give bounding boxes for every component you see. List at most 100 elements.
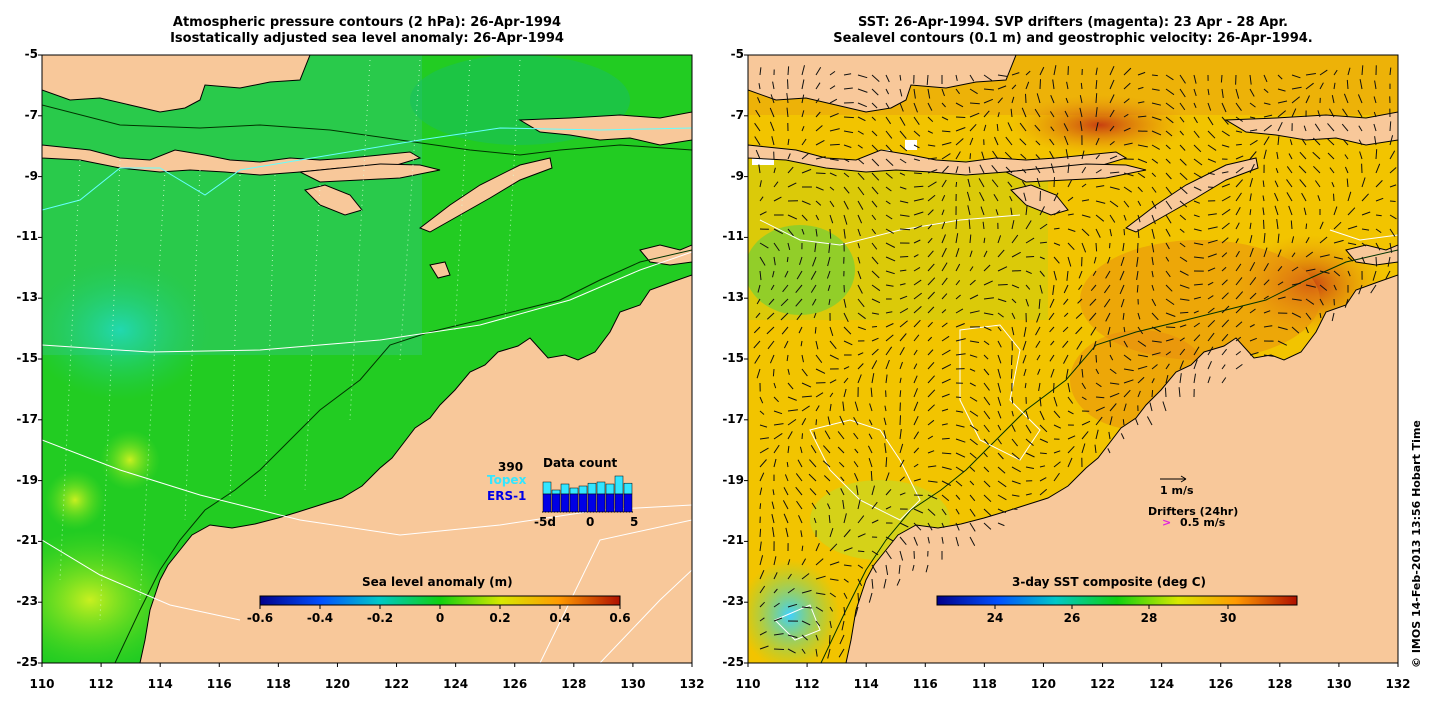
left-y-tick: -15 [16,351,38,365]
geostrophic-velocity-arrows [753,65,1397,659]
left-x-tick: 110 [29,677,55,691]
histogram-bar-topex [605,483,615,495]
left-x-tick: 128 [561,677,587,691]
left-x-tick: 132 [679,677,705,691]
left-y-tick: -17 [16,411,38,426]
right-x-tick: 110 [735,677,761,691]
left-title-line2: Isostatically adjusted sea level anomaly… [170,31,564,46]
right-x-tick: 114 [853,677,879,691]
right-x-tick: 116 [912,677,938,691]
histogram-bar-ers [560,493,570,513]
left-y-tick: -19 [16,472,38,487]
sla-colorbar [259,595,621,606]
histogram-bar-ers [587,493,597,513]
left-x-tick: 130 [620,677,646,691]
right-y-tick: -5 [730,47,744,61]
left-title-line1: Atmospheric pressure contours (2 hPa): 2… [172,15,562,30]
histogram-bar-topex [623,482,633,495]
right-x-tick: 128 [1267,677,1293,691]
right-y-tick: -25 [722,655,744,669]
borneo-south-coast [42,55,311,113]
sla-colorbar-tick: -0.2 [366,611,394,625]
left-y-tick: -25 [16,655,38,669]
timor-island [418,157,553,233]
right-x-tick: 124 [1149,677,1175,691]
sla-colorbar-title: Sea level anomaly (m) [362,575,513,589]
left-x-tick: 122 [384,677,410,691]
flores-island [298,163,441,183]
histogram-bar-topex [560,483,570,495]
left-y-tick: -9 [24,168,38,183]
histogram-bar-ers [605,493,615,513]
data-count-histogram [542,475,634,513]
right-x-tick: 118 [971,677,997,691]
velocity-scale-label: 1 m/s [1160,484,1194,497]
histogram-bar-ers [623,493,633,513]
left-x-tick: 114 [147,677,173,691]
histogram-bar-ers [596,493,606,513]
drifters-label: Drifters (24hr) [1148,505,1239,518]
sla-high-anomaly [42,530,180,663]
histogram-bar-topex [596,481,606,495]
sst-colorbar-tick: 28 [1140,611,1158,625]
velocity-scale-arrow [1160,475,1187,483]
sst-colorbar-title: 3-day SST composite (deg C) [1012,575,1207,589]
histogram-bar-topex [578,485,588,495]
australia-landmass-sst [845,274,1398,663]
inset-title: Data count [543,456,618,470]
sla-colorbar-tick: -0.4 [306,611,334,625]
right-y-tick: -17 [722,411,744,426]
left-y-tick: -21 [16,533,38,548]
australia-landmass [139,274,692,663]
left-x-tick: 124 [443,677,469,691]
sla-map [42,55,692,663]
histogram-bar-topex [569,487,579,495]
right-y-tick: -7 [730,107,744,122]
left-y-tick: -11 [16,229,38,244]
right-y-tick: -15 [722,351,744,365]
axis-ticks [38,54,1399,667]
sla-colorbar-tick: 0.4 [549,611,571,625]
histogram-bar-ers [614,493,624,513]
histogram-bar-topex [614,475,624,495]
histogram-bar-topex [587,482,597,495]
drifter-scale-label: 0.5 m/s [1180,516,1226,529]
left-y-tick: -5 [24,47,38,61]
histogram-bar-ers [542,493,552,513]
right-title-line2: Sealevel contours (0.1 m) and geostrophi… [833,31,1313,46]
left-x-tick: 116 [206,677,232,691]
histogram-bar-topex [542,481,552,495]
right-x-tick: 122 [1090,677,1116,691]
left-x-tick: 120 [324,677,350,691]
right-x-tick: 120 [1030,677,1056,691]
right-y-tick: -13 [722,290,744,305]
right-title-line1: SST: 26-Apr-1994. SVP drifters (magenta)… [858,15,1288,30]
left-x-tick: 118 [265,677,291,691]
left-x-tick: 112 [88,677,114,691]
right-y-tick: -19 [722,472,744,487]
histogram-bar-ers [551,493,561,513]
sst-colorbar [936,595,1298,606]
left-y-tick: -13 [16,290,38,305]
inset-mission-ers: ERS-1 [487,489,527,503]
left-x-tick: 126 [502,677,528,691]
histogram-bar-ers [569,493,579,513]
right-y-tick: -23 [722,594,744,609]
sla-colorbar-tick: 0.2 [489,611,511,625]
sst-colorbar-tick: 30 [1219,611,1237,625]
right-x-tick: 126 [1208,677,1234,691]
sst-map [748,55,1398,663]
altimeter-tracks [59,59,521,621]
inset-xtick-0: -5d [534,515,556,529]
north-islands [518,111,692,146]
inset-count: 390 [498,460,524,474]
right-x-tick: 132 [1385,677,1411,691]
copyright-credit: © IMOS 14-Feb-2013 13:56 Hobart Time [1410,420,1423,668]
histogram-bar-topex [551,489,561,495]
right-x-tick: 130 [1326,677,1352,691]
right-y-tick: -9 [730,168,744,183]
right-title: SST: 26-Apr-1994. SVP drifters (magenta)… [748,15,1398,47]
drifter-marker: > [1162,516,1172,529]
sst-warm-core-north [1010,95,1190,155]
